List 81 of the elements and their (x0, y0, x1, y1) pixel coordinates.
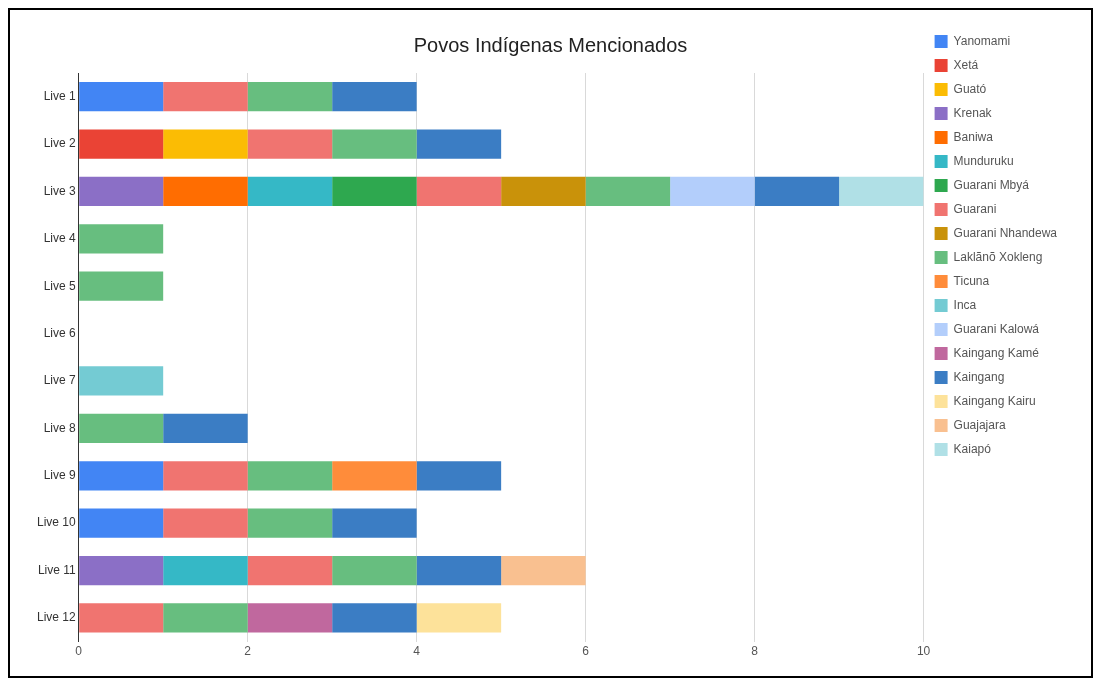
legend-label: Kaingang (953, 369, 1005, 384)
legend-label: Guarani Nhandewa (953, 225, 1058, 240)
bar (79, 413, 164, 444)
legend-label: Guató (953, 81, 987, 96)
y-tick-label: Live 7 (43, 373, 77, 388)
bar (79, 176, 164, 207)
x-tick-label: 6 (582, 644, 590, 659)
bar (247, 176, 333, 207)
y-tick-label: Live 11 (37, 562, 77, 577)
bar (416, 129, 502, 159)
y-tick-label: Live 10 (36, 515, 77, 530)
bar (332, 555, 417, 586)
legend-label: Laklãnõ Xokleng (953, 249, 1043, 264)
bar (163, 176, 248, 207)
y-tick-label: Live 6 (43, 325, 77, 340)
bar (79, 508, 164, 538)
legend-label: Inca (953, 297, 977, 312)
bar (585, 176, 671, 207)
chart-title: Povos Indígenas Mencionados (413, 33, 688, 56)
legend-label: Baniwa (953, 129, 994, 144)
y-tick-label: Live 8 (43, 420, 77, 435)
bar (247, 82, 333, 112)
bar (839, 176, 924, 207)
y-tick-label: Live 4 (43, 231, 77, 246)
bar (163, 508, 248, 538)
x-tick-label: 0 (75, 644, 83, 659)
legend-label: Krenak (953, 105, 993, 120)
bar (79, 555, 164, 586)
bar (501, 555, 586, 586)
y-tick-label: Live 9 (43, 468, 77, 483)
bar (163, 129, 248, 159)
bar (163, 461, 248, 491)
bar (332, 129, 417, 159)
bar (247, 129, 333, 159)
x-tick-label: 2 (244, 644, 252, 659)
bar (332, 508, 417, 538)
bar (247, 508, 333, 538)
legend-label: Ticuna (953, 273, 990, 288)
legend-label: Guarani Kalowá (953, 321, 1040, 336)
legend-label: Kaingang Kamé (953, 345, 1040, 360)
bar (332, 82, 417, 112)
bar (754, 176, 840, 207)
bar (247, 603, 333, 633)
bar (670, 176, 755, 207)
legend-label: Guarani Mbyá (953, 177, 1030, 192)
bar (79, 82, 164, 112)
legend-label: Guajajara (953, 417, 1006, 432)
bar (247, 461, 333, 491)
bar (79, 271, 164, 301)
bar (79, 461, 164, 491)
legend-label: Guarani (953, 201, 997, 216)
bar (79, 224, 164, 254)
bar (247, 555, 333, 586)
bar (163, 82, 248, 112)
bar (332, 461, 417, 491)
x-tick-label: 10 (916, 644, 931, 659)
y-tick-label: Live 12 (36, 610, 77, 625)
bar (416, 603, 502, 633)
legend-label: Kaingang Kairu (953, 393, 1036, 408)
legend-label: Munduruku (953, 153, 1014, 168)
bar (416, 555, 502, 586)
bar (416, 176, 502, 207)
y-tick-label: Live 5 (43, 278, 77, 293)
bar (332, 176, 417, 207)
y-tick-label: Live 1 (43, 89, 77, 103)
y-tick-label: Live 2 (43, 136, 77, 151)
bar (79, 129, 164, 159)
bar (163, 555, 248, 586)
bar (163, 603, 248, 633)
legend-label: Xetá (953, 57, 979, 72)
bar (163, 413, 248, 444)
legend-label: Kaiapó (953, 441, 992, 456)
bar (416, 461, 502, 491)
bar (79, 366, 164, 396)
x-tick-label: 8 (751, 644, 759, 659)
x-tick-label: 4 (413, 644, 421, 659)
bar (332, 603, 417, 633)
bar (501, 176, 586, 207)
y-tick-label: Live 3 (43, 183, 77, 198)
bar (79, 603, 164, 633)
legend-label: Yanomami (953, 33, 1011, 48)
